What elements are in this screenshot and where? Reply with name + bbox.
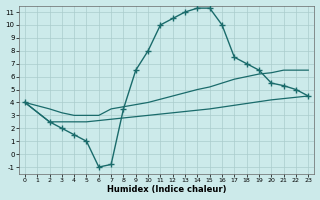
X-axis label: Humidex (Indice chaleur): Humidex (Indice chaleur) — [107, 185, 226, 194]
